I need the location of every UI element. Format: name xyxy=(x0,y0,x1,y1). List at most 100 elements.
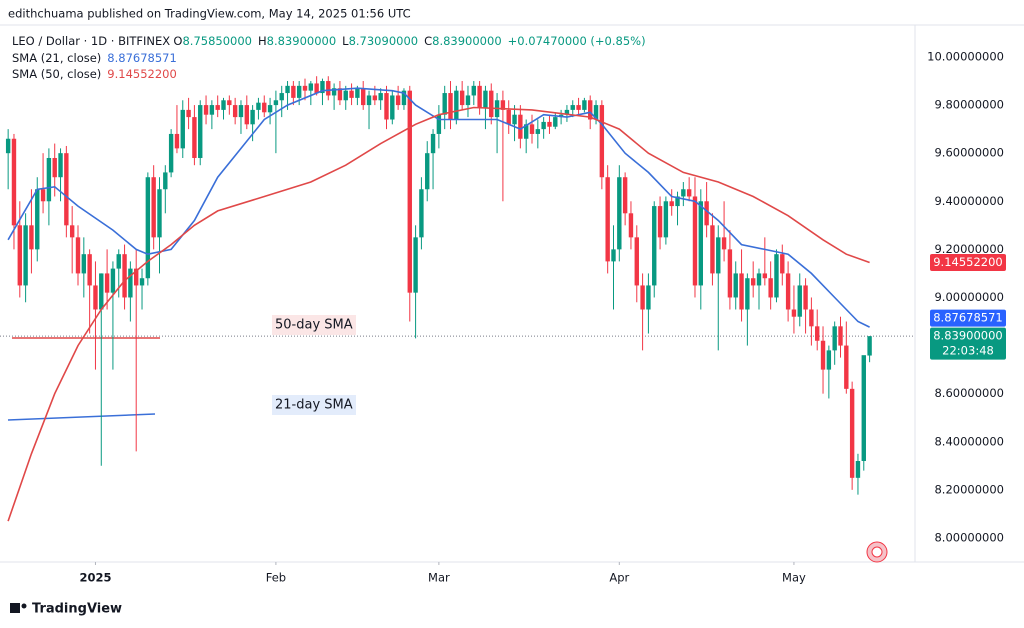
candle-body xyxy=(401,90,407,106)
candle-body xyxy=(483,90,488,108)
candle-body xyxy=(5,138,11,154)
candle-body xyxy=(227,100,232,106)
legend-name: SMA (21, close) xyxy=(12,51,101,65)
candle-body xyxy=(547,121,552,127)
candle-body xyxy=(372,95,378,101)
candle-body xyxy=(145,177,151,279)
candle-body xyxy=(81,254,87,274)
candle-body xyxy=(686,189,692,197)
y-tick-label: 9.40000000 xyxy=(934,194,1004,208)
annotation-line xyxy=(7,413,156,421)
candle-body xyxy=(762,273,768,279)
candle-body xyxy=(780,254,785,274)
candle-body xyxy=(430,133,436,154)
candle-body xyxy=(361,88,366,106)
candle-body xyxy=(296,85,302,98)
candle-body xyxy=(349,90,354,98)
candle-body xyxy=(64,153,69,226)
candle-body xyxy=(681,189,686,197)
candle-body xyxy=(337,88,343,101)
candle-body xyxy=(250,109,255,125)
y-tick-label: 9.80000000 xyxy=(934,98,1004,112)
candle-body xyxy=(617,177,622,250)
candle-body xyxy=(593,105,599,120)
candle-body xyxy=(35,189,40,250)
candle-body xyxy=(308,83,314,91)
annotation-bg xyxy=(272,395,356,415)
ohlc-value: 8.83900000 xyxy=(432,34,502,48)
candle-body xyxy=(442,93,447,115)
candle-body xyxy=(774,254,779,298)
y-tick-label: 8.00000000 xyxy=(934,530,1004,544)
x-tick-label: May xyxy=(782,571,806,585)
candle-body xyxy=(849,388,855,478)
candle-body xyxy=(675,196,680,207)
candle-body xyxy=(605,177,610,262)
y-tick-label: 9.20000000 xyxy=(934,242,1004,256)
candle-body xyxy=(326,81,331,96)
candle-body xyxy=(652,206,657,286)
candle-body xyxy=(622,177,628,214)
candle-body xyxy=(628,213,634,238)
candle-body xyxy=(58,153,63,178)
candle-body xyxy=(768,278,773,298)
candle-body xyxy=(553,117,558,127)
sma-line xyxy=(7,87,870,328)
candle-body xyxy=(302,85,308,91)
candle-body xyxy=(500,100,506,110)
ohlc-key: C xyxy=(424,34,432,48)
candle-body xyxy=(256,102,261,110)
candle-body xyxy=(168,133,174,173)
sma-line xyxy=(7,106,870,522)
candle-body xyxy=(198,105,203,158)
x-tick-label: Feb xyxy=(266,571,286,585)
candle-body xyxy=(355,88,360,98)
candle-body xyxy=(815,326,820,341)
ohlc-key: L xyxy=(342,34,349,48)
candle-body xyxy=(75,237,81,274)
candle-body xyxy=(739,273,744,310)
candle-body xyxy=(756,273,762,286)
candle-body xyxy=(110,268,116,293)
candle-body xyxy=(87,254,92,286)
candle-body xyxy=(419,189,424,238)
legend-entry: SMA (50, close) 9.14552200 xyxy=(12,67,177,81)
candle-body xyxy=(52,157,57,178)
candle-body xyxy=(861,355,866,461)
candle-body xyxy=(407,90,412,293)
candle-body xyxy=(215,105,220,110)
candle-body xyxy=(710,225,715,274)
footer-brand: TradingView xyxy=(32,602,122,617)
candle-body xyxy=(576,105,581,110)
candle-body xyxy=(203,105,209,115)
candle-body xyxy=(640,285,645,310)
candle-body xyxy=(599,105,605,178)
candle-body xyxy=(826,350,832,370)
candle-body xyxy=(378,93,383,101)
candle-body xyxy=(465,95,471,106)
price-label: 9.14552200 xyxy=(933,255,1003,269)
price-label-box xyxy=(930,309,1006,327)
candle-body xyxy=(122,254,127,298)
candle-body xyxy=(395,95,401,106)
candle-body xyxy=(582,100,587,110)
candle-body xyxy=(867,336,872,356)
plot-area xyxy=(0,76,915,522)
candle-body xyxy=(17,225,22,286)
candle-body xyxy=(128,268,133,298)
candle-body xyxy=(209,105,215,115)
candle-body xyxy=(704,201,709,226)
candle-body xyxy=(413,237,418,293)
candle-body xyxy=(611,249,616,262)
candle-body xyxy=(104,273,110,293)
candle-body xyxy=(134,268,139,286)
candle-body xyxy=(93,285,98,310)
y-tick-label: 9.60000000 xyxy=(934,146,1004,160)
y-tick-label: 8.40000000 xyxy=(934,434,1004,448)
candle-body xyxy=(390,95,395,120)
tv-logo xyxy=(10,603,27,613)
annotation-text: 21-day SMA xyxy=(275,398,353,413)
y-tick-label: 9.00000000 xyxy=(934,290,1004,304)
price-label-box xyxy=(930,327,1006,360)
